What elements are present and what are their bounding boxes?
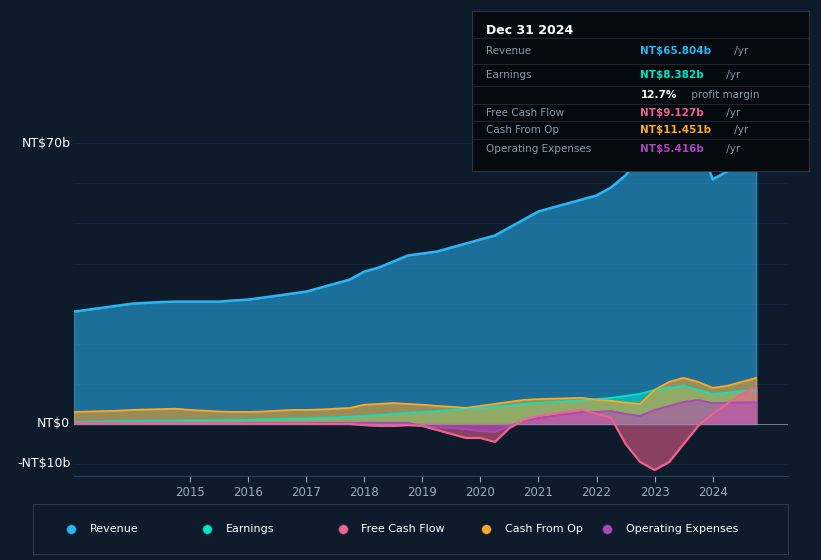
Text: Revenue: Revenue xyxy=(485,46,530,56)
Text: NT$8.382b: NT$8.382b xyxy=(640,70,704,80)
Text: Earnings: Earnings xyxy=(226,524,274,534)
Text: NT$11.451b: NT$11.451b xyxy=(640,125,712,135)
Text: profit margin: profit margin xyxy=(687,90,759,100)
Text: Earnings: Earnings xyxy=(485,70,531,80)
Text: NT$70b: NT$70b xyxy=(21,137,71,150)
Text: Operating Expenses: Operating Expenses xyxy=(485,144,591,154)
Text: Free Cash Flow: Free Cash Flow xyxy=(485,108,564,118)
Text: /yr: /yr xyxy=(732,46,749,56)
Text: NT$65.804b: NT$65.804b xyxy=(640,46,712,56)
Text: NT$9.127b: NT$9.127b xyxy=(640,108,704,118)
Text: /yr: /yr xyxy=(722,70,740,80)
Text: Revenue: Revenue xyxy=(89,524,138,534)
Text: Cash From Op: Cash From Op xyxy=(505,524,583,534)
Text: Dec 31 2024: Dec 31 2024 xyxy=(485,24,573,37)
Text: Free Cash Flow: Free Cash Flow xyxy=(361,524,445,534)
Text: NT$0: NT$0 xyxy=(37,417,71,431)
Text: 12.7%: 12.7% xyxy=(640,90,677,100)
Text: -NT$10b: -NT$10b xyxy=(17,458,71,470)
Text: NT$5.416b: NT$5.416b xyxy=(640,144,704,154)
Text: /yr: /yr xyxy=(732,125,749,135)
Text: Cash From Op: Cash From Op xyxy=(485,125,558,135)
Text: /yr: /yr xyxy=(722,144,740,154)
Text: Operating Expenses: Operating Expenses xyxy=(626,524,738,534)
Text: /yr: /yr xyxy=(722,108,740,118)
